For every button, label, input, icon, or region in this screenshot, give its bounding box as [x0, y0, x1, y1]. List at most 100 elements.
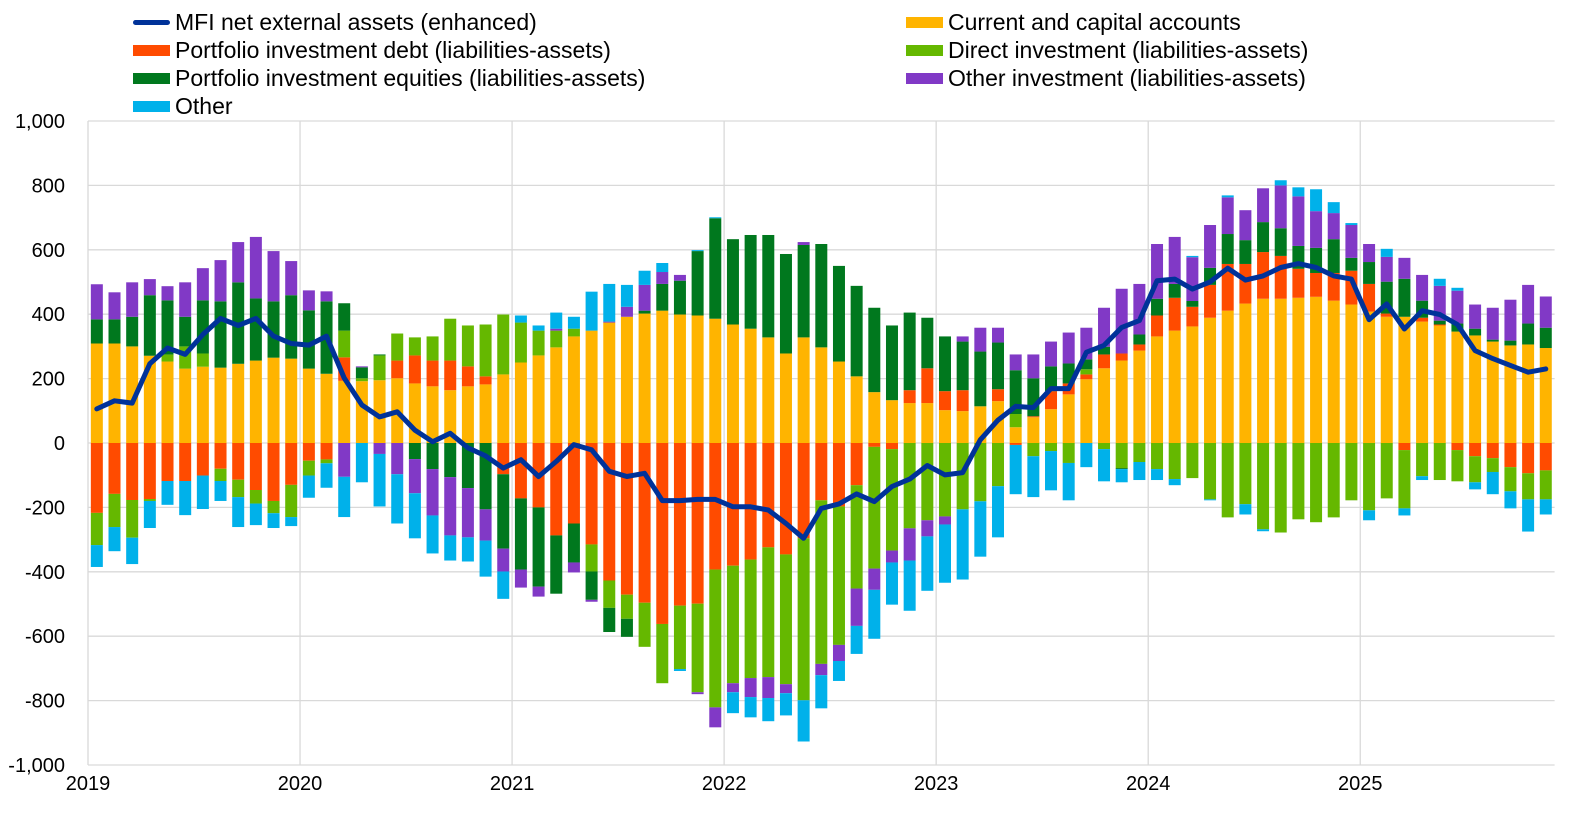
bar-segment-other-2024-02: [1168, 479, 1181, 486]
bar-segment-portfolio-investment-debt-liabilities-assets-2025-10: [1522, 443, 1535, 474]
bar-segment-current-and-capital-accounts-2021-02: [532, 355, 545, 443]
bar-segment-other-investment-liabilities-assets-2025-11: [1539, 296, 1552, 328]
bar-segment-portfolio-investment-equities-liabilities-assets-2025-05: [1433, 320, 1446, 325]
bar-segment-current-and-capital-accounts-2021-06: [603, 322, 616, 443]
y-tick-label: 0: [54, 433, 65, 455]
bar-segment-other-2021-11: [691, 250, 704, 252]
bar-segment-direct-investment-liabilities-assets-2022-07: [832, 506, 845, 645]
bar-segment-other-2021-10: [673, 669, 686, 671]
bar-segment-portfolio-investment-debt-liabilities-assets-2021-10: [673, 443, 686, 606]
bar-segment-direct-investment-liabilities-assets-2020-08: [426, 336, 439, 361]
legend-swatch: [906, 16, 943, 28]
bar-segment-portfolio-investment-debt-liabilities-assets-2023-05: [1009, 443, 1022, 445]
bar-segment-portfolio-investment-equities-liabilities-assets-2022-09: [868, 307, 881, 393]
bar-segment-other-investment-liabilities-assets-2024-02: [1168, 236, 1181, 284]
bar-segment-portfolio-investment-equities-liabilities-assets-2019-11: [267, 301, 280, 358]
bar-segment-current-and-capital-accounts-2019-05: [161, 361, 174, 443]
bar-segment-current-and-capital-accounts-2019-10: [249, 360, 262, 443]
bar-segment-other-2022-07: [832, 660, 845, 681]
bar-segment-portfolio-investment-debt-liabilities-assets-2023-11: [1115, 353, 1128, 361]
x-tick-label: 2019: [66, 773, 111, 795]
legend-item-portfolio-equities: Portfolio investment equities (liabiliti…: [133, 64, 645, 92]
bar-segment-other-2020-12: [497, 571, 510, 599]
bar-segment-portfolio-investment-equities-liabilities-assets-2023-05: [1009, 370, 1022, 415]
bar-segment-other-investment-liabilities-assets-2022-03: [762, 677, 775, 699]
bar-segment-current-and-capital-accounts-2020-03: [338, 380, 351, 443]
bar-segment-other-investment-liabilities-assets-2023-07: [1045, 341, 1058, 367]
bar-segment-direct-investment-liabilities-assets-2025-10: [1522, 473, 1535, 500]
bar-segment-other-investment-liabilities-assets-2025-10: [1522, 284, 1535, 324]
bar-segment-direct-investment-liabilities-assets-2019-01: [90, 512, 103, 546]
bar-segment-other-investment-liabilities-assets-2024-09: [1292, 196, 1305, 246]
x-tick-label: 2020: [278, 773, 323, 795]
bar-segment-other-investment-liabilities-assets-2019-01: [90, 284, 103, 320]
bar-segment-other-investment-liabilities-assets-2025-09: [1504, 299, 1517, 341]
bar-segment-portfolio-investment-debt-liabilities-assets-2019-01: [90, 443, 103, 513]
bar-segment-other-2019-08: [214, 480, 227, 501]
bar-segment-portfolio-investment-debt-liabilities-assets-2025-11: [1539, 443, 1552, 471]
bar-segment-other-2022-04: [779, 693, 792, 716]
bar-segment-portfolio-investment-debt-liabilities-assets-2024-08: [1274, 255, 1287, 299]
bar-segment-portfolio-investment-debt-liabilities-assets-2024-11: [1327, 272, 1340, 301]
bar-segment-direct-investment-liabilities-assets-2024-06: [1239, 443, 1252, 505]
bar-segment-direct-investment-liabilities-assets-2023-02: [956, 443, 969, 510]
bar-segment-other-investment-liabilities-assets-2019-09: [232, 242, 245, 283]
bar-segment-other-2024-04: [1204, 499, 1217, 501]
bar-segment-other-2020-03: [338, 476, 351, 518]
bar-segment-direct-investment-liabilities-assets-2022-03: [762, 547, 775, 678]
bar-segment-other-investment-liabilities-assets-2025-07: [1469, 304, 1482, 329]
bar-segment-other-investment-liabilities-assets-2023-02: [956, 336, 969, 342]
bar-segment-portfolio-investment-debt-liabilities-assets-2019-05: [161, 443, 174, 481]
bar-segment-direct-investment-liabilities-assets-2022-08: [850, 485, 863, 589]
bar-segment-other-2024-07: [1257, 529, 1270, 532]
bar-segment-current-and-capital-accounts-2020-11: [479, 384, 492, 443]
bar-segment-direct-investment-liabilities-assets-2023-12: [1133, 443, 1146, 462]
bar-segment-direct-investment-liabilities-assets-2025-09: [1504, 467, 1517, 492]
bar-segment-direct-investment-liabilities-assets-2025-05: [1433, 443, 1446, 481]
bar-segment-portfolio-investment-equities-liabilities-assets-2022-02: [744, 234, 757, 329]
legend-swatch: [906, 72, 943, 84]
bar-segment-direct-investment-liabilities-assets-2022-02: [744, 559, 757, 679]
bar-segment-current-and-capital-accounts-2022-09: [868, 392, 881, 443]
bar-segment-other-investment-liabilities-assets-2024-03: [1186, 257, 1199, 301]
bar-segment-other-2023-11: [1115, 469, 1128, 483]
bar-segment-other-investment-liabilities-assets-2020-08: [426, 469, 439, 516]
bar-segment-portfolio-investment-debt-liabilities-assets-2024-10: [1310, 272, 1323, 297]
bar-segment-current-and-capital-accounts-2025-04: [1416, 321, 1429, 443]
bar-segment-current-and-capital-accounts-2023-06: [1027, 417, 1040, 443]
bar-segment-other-2022-09: [868, 589, 881, 639]
legend-item-direct-investment: Direct investment (liabilities-assets): [906, 36, 1308, 64]
bar-segment-current-and-capital-accounts-2024-06: [1239, 303, 1252, 443]
bar-segment-portfolio-investment-debt-liabilities-assets-2023-12: [1133, 344, 1146, 351]
bar-segment-other-2019-02: [108, 527, 121, 552]
bar-segment-other-investment-liabilities-assets-2023-01: [938, 516, 951, 525]
bar-segment-current-and-capital-accounts-2020-12: [497, 374, 510, 443]
bar-segment-current-and-capital-accounts-2019-08: [214, 367, 227, 443]
bar-segment-portfolio-investment-debt-liabilities-assets-2023-10: [1098, 354, 1111, 369]
y-tick-label: -1,000: [8, 755, 65, 777]
bar-segment-portfolio-investment-equities-liabilities-assets-2019-10: [249, 298, 262, 361]
bar-segment-direct-investment-liabilities-assets-2024-07: [1257, 443, 1270, 530]
bar-segment-portfolio-investment-equities-liabilities-assets-2020-09: [444, 443, 457, 478]
bar-segment-direct-investment-liabilities-assets-2020-10: [461, 325, 474, 367]
bar-segment-portfolio-investment-equities-liabilities-assets-2021-03: [550, 535, 563, 594]
bar-segment-current-and-capital-accounts-2025-07: [1469, 335, 1482, 443]
bar-segment-current-and-capital-accounts-2023-12: [1133, 350, 1146, 443]
bar-segment-portfolio-investment-equities-liabilities-assets-2024-05: [1221, 234, 1234, 264]
bar-segment-portfolio-investment-debt-liabilities-assets-2025-09: [1504, 443, 1517, 468]
bar-segment-portfolio-investment-equities-liabilities-assets-2024-11: [1327, 239, 1340, 273]
bar-segment-portfolio-investment-equities-liabilities-assets-2022-07: [832, 265, 845, 362]
bar-segment-portfolio-investment-equities-liabilities-assets-2023-09: [1080, 359, 1093, 370]
bar-segment-direct-investment-liabilities-assets-2021-07: [620, 594, 633, 619]
bar-segment-current-and-capital-accounts-2019-01: [90, 343, 103, 443]
bar-segment-current-and-capital-accounts-2019-12: [285, 358, 298, 443]
bar-segment-direct-investment-liabilities-assets-2023-10: [1098, 443, 1111, 450]
bar-segment-other-investment-liabilities-assets-2021-05: [585, 599, 598, 602]
bar-segment-portfolio-investment-equities-liabilities-assets-2019-01: [90, 319, 103, 344]
bar-segment-portfolio-investment-debt-liabilities-assets-2022-02: [744, 443, 757, 560]
bar-segment-direct-investment-liabilities-assets-2020-12: [497, 314, 510, 375]
bar-segment-direct-investment-liabilities-assets-2019-02: [108, 493, 121, 528]
bar-segment-other-investment-liabilities-assets-2022-04: [779, 684, 792, 694]
bar-segment-other-2022-08: [850, 625, 863, 654]
bar-segment-direct-investment-liabilities-assets-2023-11: [1115, 443, 1128, 469]
